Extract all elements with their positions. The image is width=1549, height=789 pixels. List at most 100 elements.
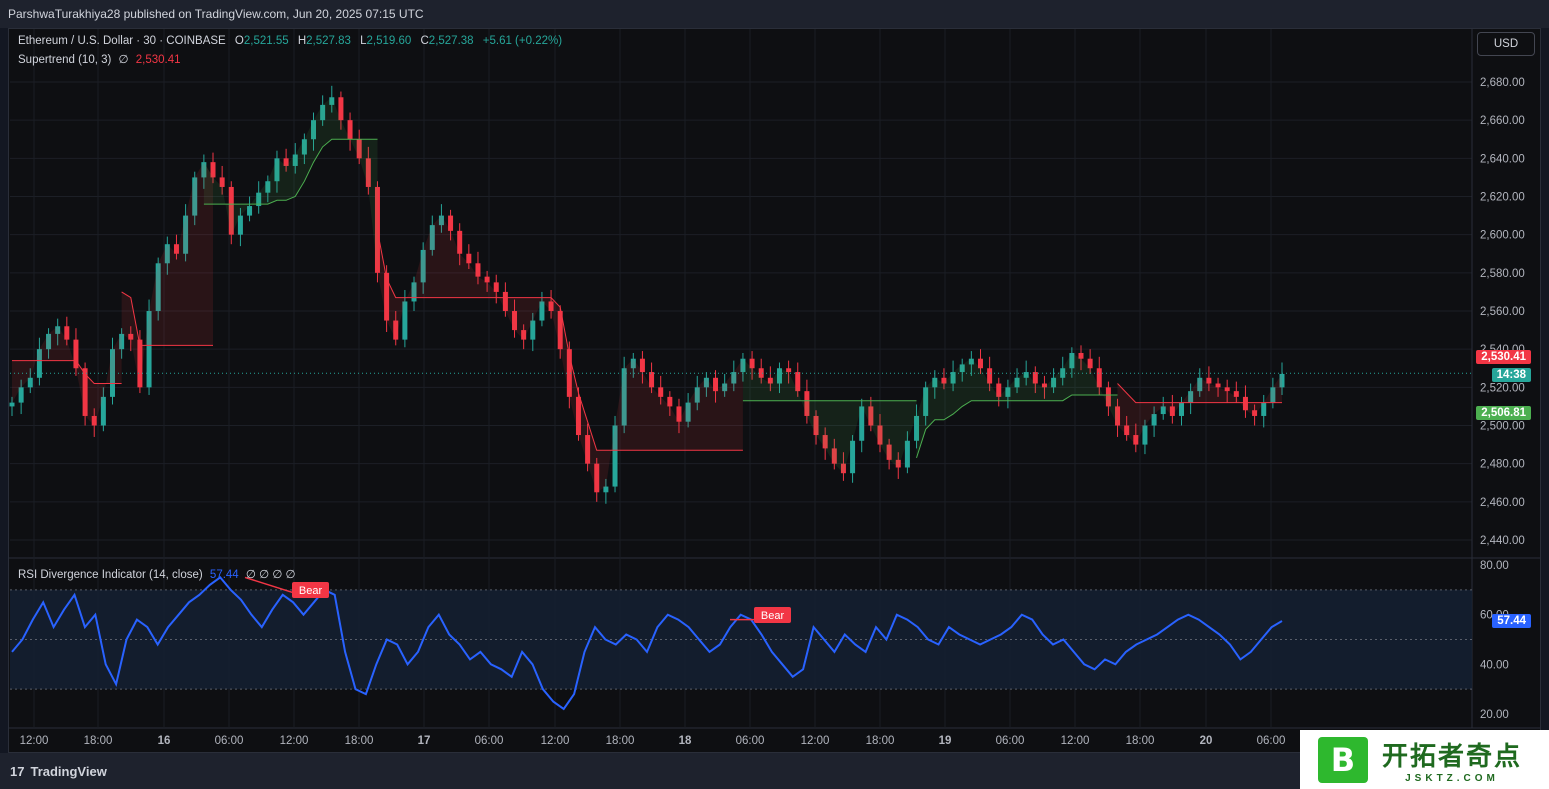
rsi-name: RSI Divergence Indicator (14, close) [18, 569, 203, 581]
candle-body [448, 215, 454, 231]
candle-body [137, 339, 143, 388]
candle-body [283, 158, 289, 166]
price-tick-label: 2,440.00 [1480, 535, 1525, 547]
candle-body [1215, 383, 1221, 388]
candle-body [512, 311, 518, 331]
supertrend-bear-fill [1117, 374, 1282, 445]
published-text: ParshwaTurakhiya28 published on TradingV… [8, 7, 424, 21]
candle-body [621, 368, 627, 426]
bear-label: Bear [299, 585, 323, 597]
tradingview-logo-icon[interactable]: 17 [10, 763, 25, 779]
published-header: ParshwaTurakhiya28 published on TradingV… [0, 0, 1549, 28]
close-label: C [420, 35, 429, 47]
candle-body [639, 358, 645, 373]
candle-body [822, 435, 828, 449]
candle-body [228, 186, 234, 235]
countdown-tag: 14:38 [1491, 368, 1531, 382]
candle-body [82, 368, 88, 416]
low-label: L [360, 35, 367, 47]
time-tick-label: 12:00 [801, 735, 830, 747]
candle-body [301, 139, 307, 155]
supertrend-bear-line [377, 230, 743, 451]
candle-body [1124, 425, 1130, 436]
candle-body [1188, 391, 1194, 403]
candle-body [1051, 377, 1057, 388]
supertrend-bear-fill [377, 215, 743, 493]
candle-body [110, 349, 116, 397]
candle-body [603, 486, 609, 493]
candle-body [685, 402, 691, 422]
candle-body [795, 372, 801, 392]
candle-body [64, 326, 70, 340]
candle-body [521, 330, 527, 340]
candle-body [55, 326, 61, 334]
watermark-cn: 开拓者奇点 [1382, 741, 1523, 772]
price-tick-label: 2,520.00 [1480, 382, 1525, 394]
candle-body [877, 425, 883, 445]
supertrend-bull-line [203, 138, 378, 205]
candle-body [658, 387, 664, 397]
supertrend-legend[interactable]: Supertrend (10, 3) ∅ 2,530.41 [18, 52, 181, 66]
candle-body [932, 377, 938, 388]
candle-body [237, 215, 243, 235]
time-tick-label: 19 [939, 735, 952, 747]
watermark-text: 开拓者奇点 JSKTZ.COM [1382, 736, 1522, 784]
bear-label-box [754, 607, 791, 623]
candle-body [356, 139, 362, 159]
candle-body [996, 383, 1002, 397]
price-tick-label: 2,680.00 [1480, 77, 1525, 89]
candle-body [338, 97, 344, 121]
candle-body [27, 377, 33, 388]
candle-body [868, 406, 874, 426]
candle-body [128, 333, 134, 340]
candle-body [1032, 372, 1038, 384]
supertrend-name: Supertrend (10, 3) [18, 54, 112, 66]
candle-body [895, 459, 901, 468]
candle-body [201, 162, 207, 178]
watermark-en: JSKTZ.COM [1405, 772, 1499, 784]
candle-body [429, 225, 435, 250]
price-tick-label: 2,660.00 [1480, 115, 1525, 127]
candle-body [1115, 406, 1121, 426]
candle-body [1178, 402, 1184, 416]
candle-body [786, 368, 792, 373]
candle-body [320, 104, 326, 121]
candle-body [210, 162, 216, 178]
bear-label: Bear [761, 610, 785, 622]
candle-body [914, 415, 920, 441]
candle-body [1270, 387, 1276, 403]
open-value: 2,521.55 [243, 35, 289, 47]
currency-button[interactable]: USD [1477, 32, 1535, 56]
candle-body [566, 349, 572, 397]
candle-body [904, 440, 910, 468]
candle-body [1160, 406, 1166, 415]
supertrend-bear-tag: 2,530.41 [1476, 350, 1531, 364]
candle-body [667, 396, 673, 407]
supertrend-bull-line [916, 394, 1118, 459]
candle-body [539, 301, 545, 321]
time-tick-label: 06:00 [215, 735, 244, 747]
rsi-legend[interactable]: RSI Divergence Indicator (14, close) 57.… [18, 567, 296, 581]
time-tick-label: 12:00 [1061, 735, 1090, 747]
time-tick-label: 18:00 [606, 735, 635, 747]
supertrend-bear-line [12, 360, 122, 384]
candle-body [91, 415, 97, 426]
tradingview-brand[interactable]: TradingView [30, 763, 107, 779]
candle-body [311, 120, 317, 140]
candle-body [1242, 396, 1248, 411]
price-tick-label: 2,620.00 [1480, 192, 1525, 204]
time-tick-label: 17 [418, 735, 431, 747]
price-tick-label: 2,600.00 [1480, 230, 1525, 242]
candle-body [1206, 377, 1212, 384]
candle-body [941, 377, 947, 384]
candle-body [247, 206, 253, 216]
candle-body [977, 358, 983, 369]
candle-body [365, 158, 371, 187]
candle-body [484, 276, 490, 283]
symbol-title[interactable]: Ethereum / U.S. Dollar · 30 · COINBASE [18, 35, 226, 47]
candle-body [46, 333, 52, 350]
candle-body [758, 368, 764, 378]
price-tick-label: 2,580.00 [1480, 268, 1525, 280]
price-tick-label: 2,560.00 [1480, 306, 1525, 318]
